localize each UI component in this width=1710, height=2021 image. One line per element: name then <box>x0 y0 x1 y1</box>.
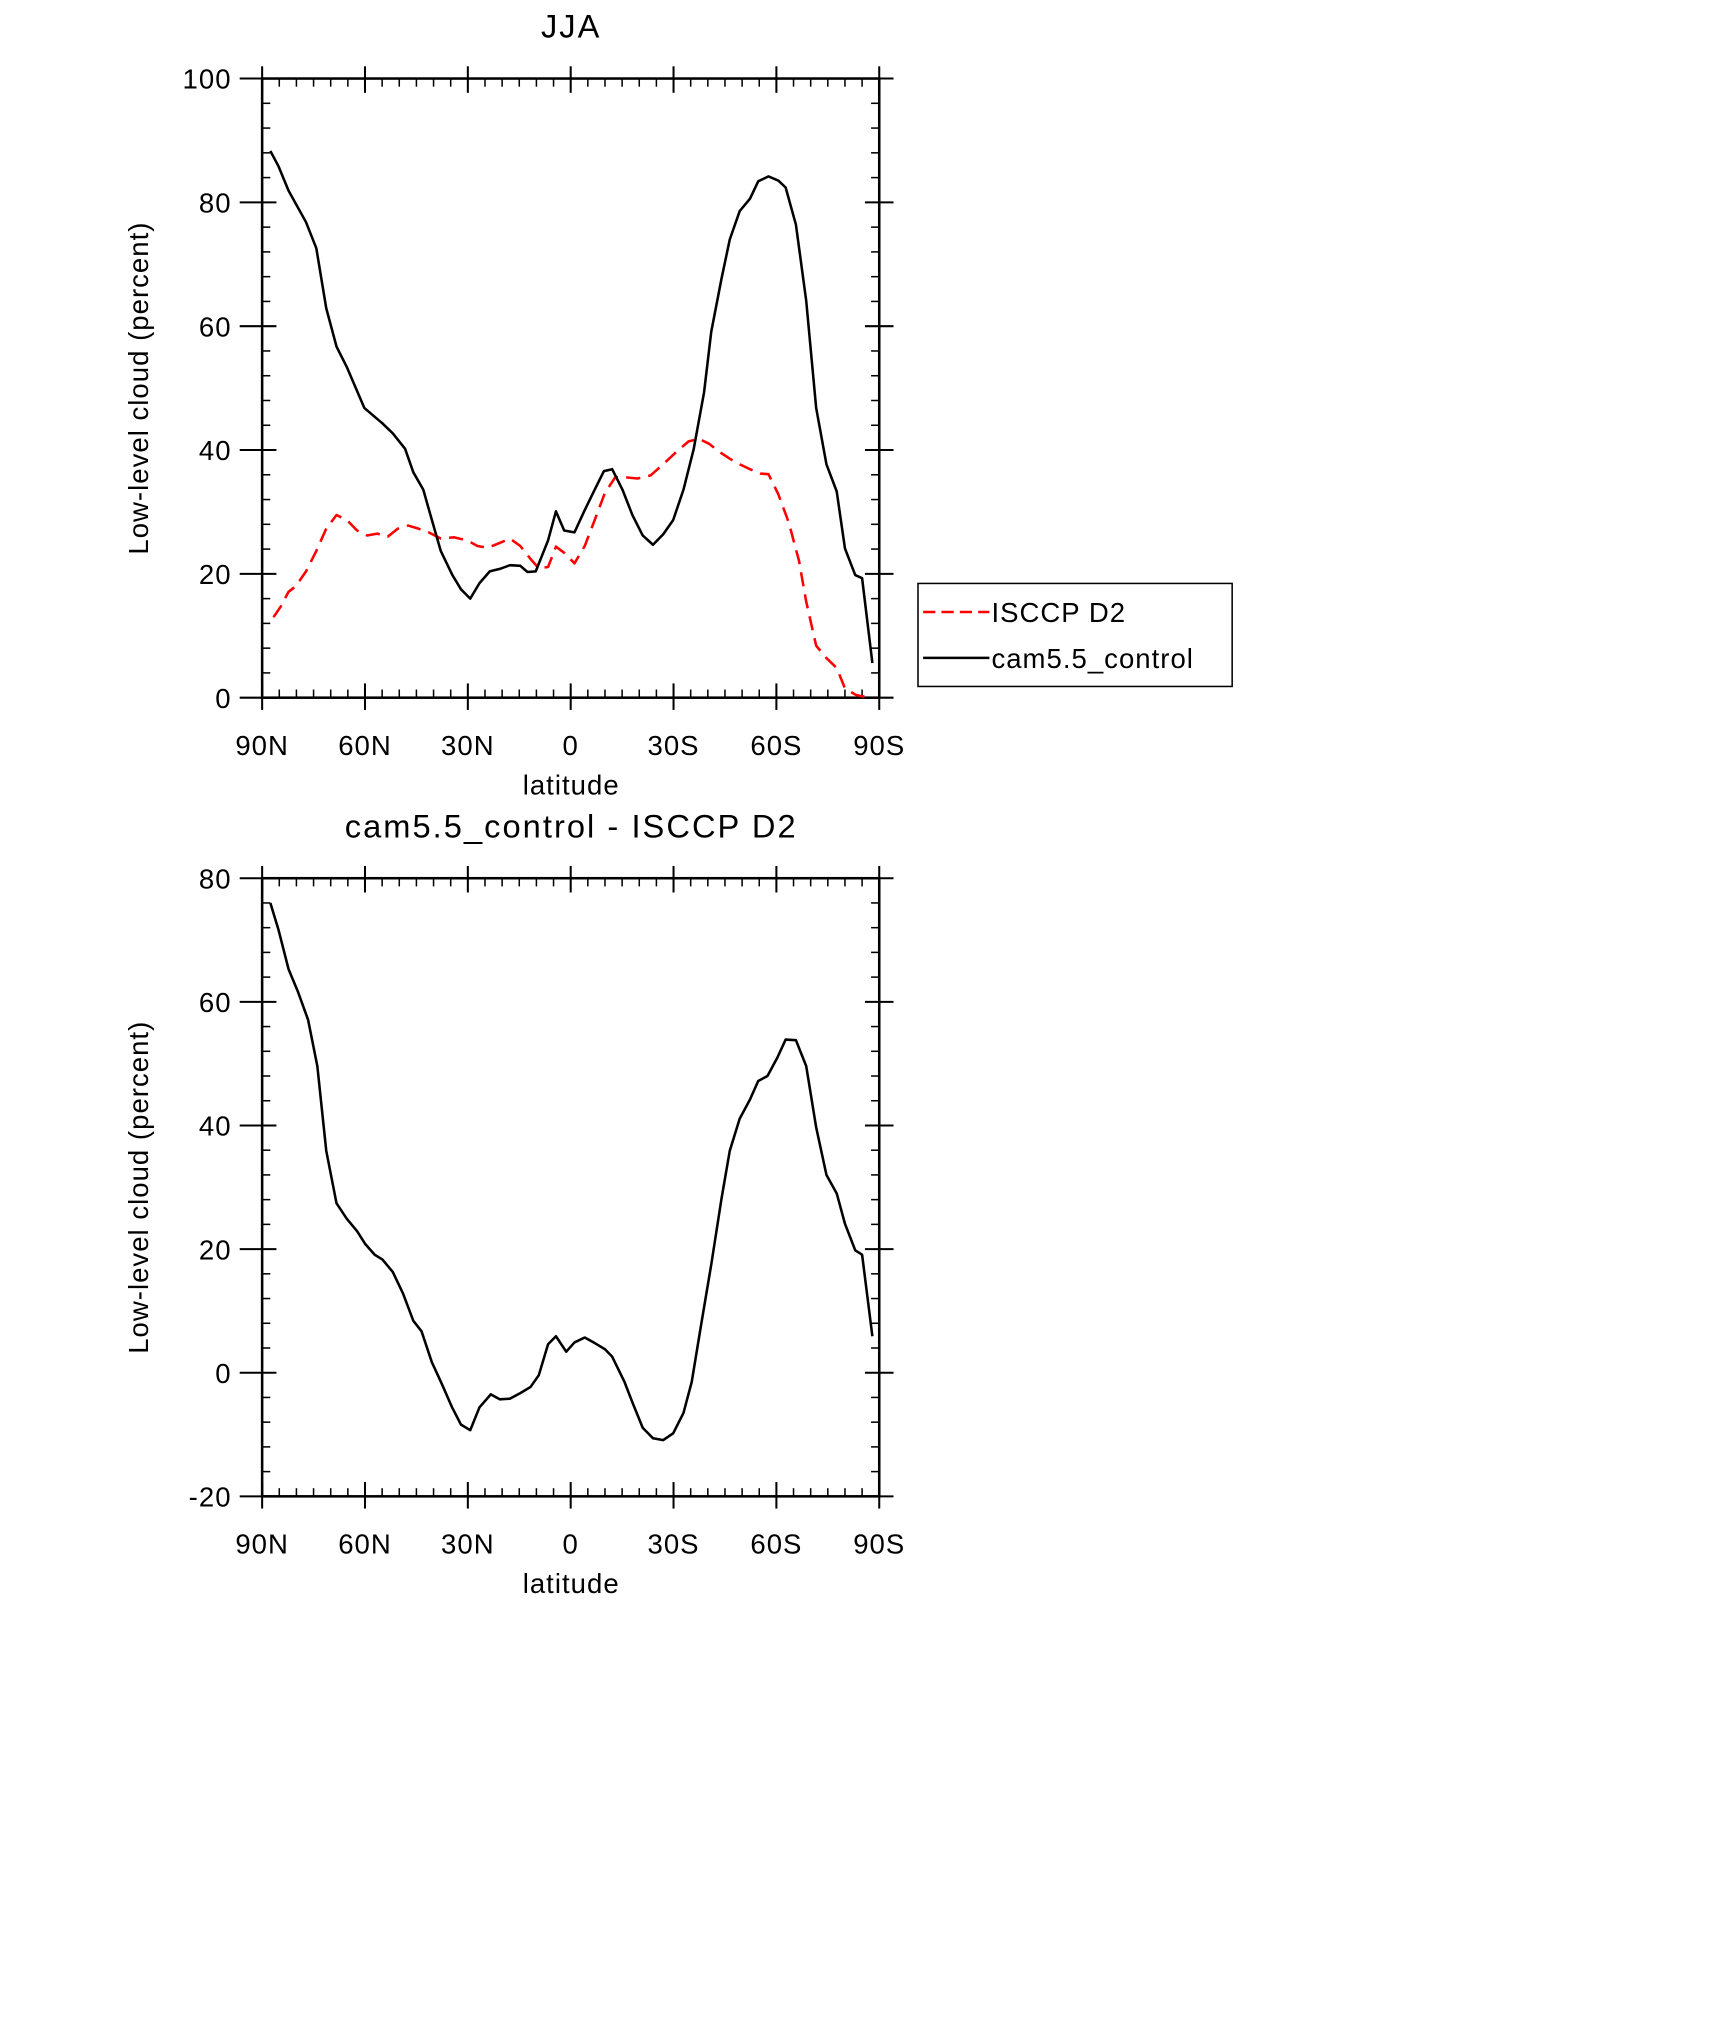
x-tick-label: 0 <box>563 1528 579 1559</box>
x-tick-label: 60N <box>338 730 392 761</box>
y-tick-label: 0 <box>215 1358 231 1389</box>
data-line <box>272 437 873 698</box>
chart-title: cam5.5_control - ISCCP D2 <box>345 807 798 844</box>
y-tick-label: 80 <box>199 188 232 219</box>
y-tick-label: 20 <box>199 559 232 590</box>
y-axis-label: Low-level cloud (percent) <box>123 222 154 555</box>
y-axis-label: Low-level cloud (percent) <box>123 1021 154 1354</box>
y-tick-label: 60 <box>199 987 232 1018</box>
x-tick-label: 30N <box>441 730 495 761</box>
y-tick-label: 60 <box>199 311 232 342</box>
legend-box <box>917 582 1233 688</box>
y-tick-label: 100 <box>183 64 232 95</box>
legend-label: cam5.5_control <box>991 643 1194 674</box>
x-tick-label: 90N <box>235 730 289 761</box>
x-tick-label: 30S <box>648 730 700 761</box>
x-tick-label: 60N <box>338 1528 392 1559</box>
data-line <box>269 902 874 1442</box>
x-tick-label: 90S <box>853 730 905 761</box>
x-tick-label: 30N <box>441 1528 495 1559</box>
plot-frame <box>260 876 881 1498</box>
x-tick-label: 90N <box>235 1528 289 1559</box>
chart-title: JJA <box>541 8 602 45</box>
x-axis-label: latitude <box>523 1568 620 1599</box>
y-tick-label: 0 <box>215 683 231 714</box>
x-tick-label: 90S <box>853 1528 905 1559</box>
y-tick-label: 40 <box>199 1111 232 1142</box>
x-tick-label: 60S <box>750 1528 802 1559</box>
legend-label: ISCCP D2 <box>991 597 1126 628</box>
y-tick-label: 20 <box>199 1234 232 1265</box>
y-tick-label: 40 <box>199 435 232 466</box>
x-axis-label: latitude <box>523 770 620 801</box>
x-tick-label: 60S <box>750 730 802 761</box>
y-tick-label: -20 <box>189 1482 232 1513</box>
x-tick-label: 0 <box>563 730 579 761</box>
y-tick-label: 80 <box>199 863 232 894</box>
data-line <box>269 150 874 664</box>
x-tick-label: 30S <box>648 1528 700 1559</box>
plots: JJA latitude Low-level cloud (percent) 90N 6… <box>123 8 1233 1599</box>
